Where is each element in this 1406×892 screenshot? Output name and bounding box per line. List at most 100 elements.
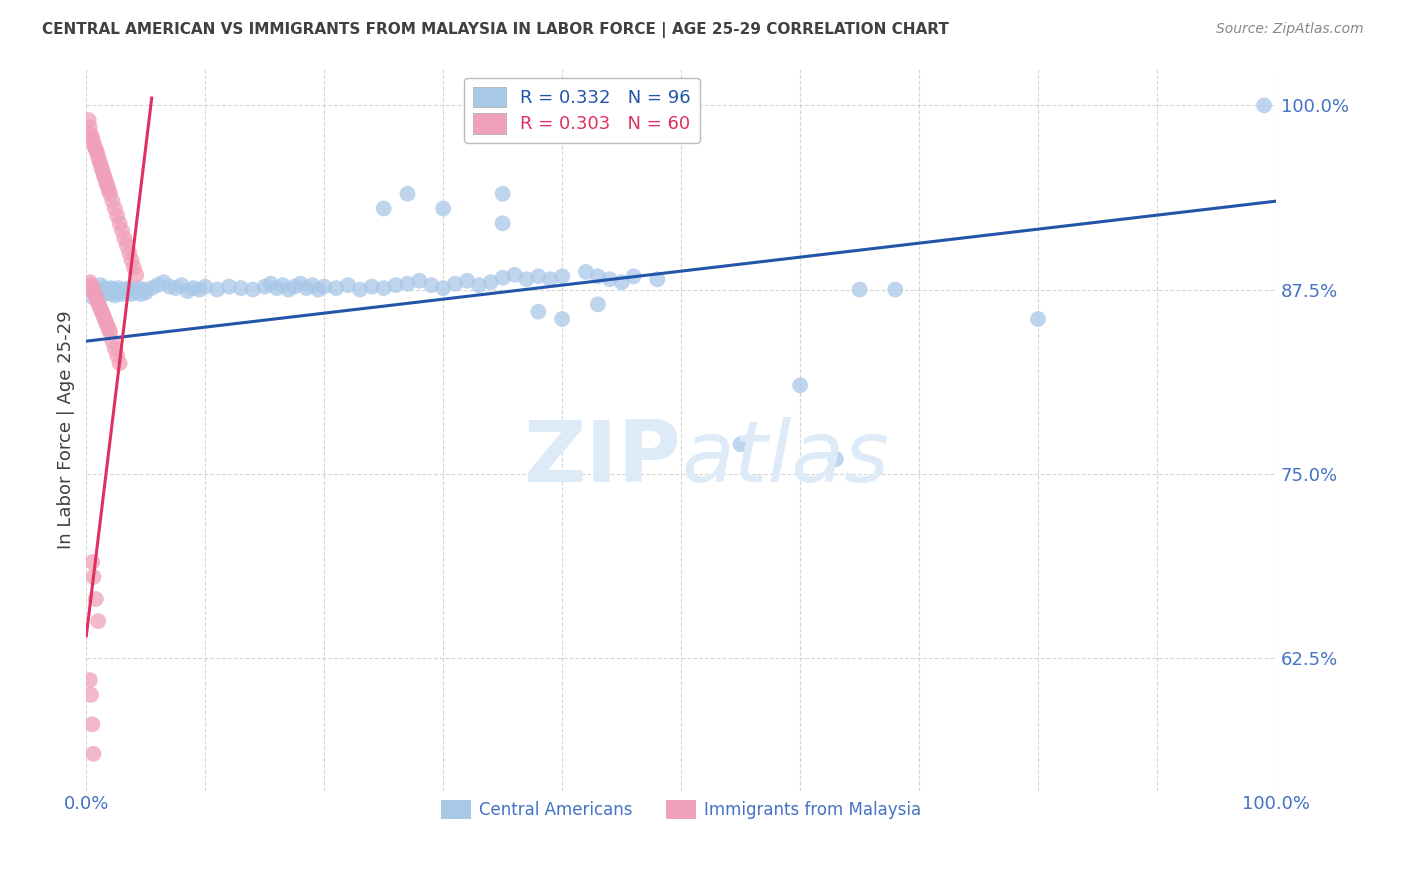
Point	[83, 287, 105, 301]
Point	[647, 272, 669, 286]
Point	[188, 283, 211, 297]
Point	[107, 281, 129, 295]
Point	[128, 281, 150, 295]
Point	[101, 334, 124, 348]
Text: atlas: atlas	[681, 417, 889, 500]
Point	[89, 299, 111, 313]
Point	[283, 279, 305, 293]
Point	[97, 322, 120, 336]
Point	[112, 231, 135, 245]
Point	[80, 128, 103, 142]
Point	[97, 184, 120, 198]
Point	[135, 285, 157, 300]
Point	[96, 317, 118, 331]
Point	[87, 287, 110, 301]
Text: CENTRAL AMERICAN VS IMMIGRANTS FROM MALAYSIA IN LABOR FORCE | AGE 25-29 CORRELAT: CENTRAL AMERICAN VS IMMIGRANTS FROM MALA…	[42, 22, 949, 38]
Point	[97, 179, 120, 194]
Point	[104, 288, 127, 302]
Point	[121, 287, 143, 301]
Point	[100, 281, 122, 295]
Point	[97, 284, 120, 298]
Point	[456, 274, 478, 288]
Point	[730, 437, 752, 451]
Point	[83, 139, 105, 153]
Point	[104, 202, 127, 216]
Point	[82, 130, 104, 145]
Point	[104, 342, 127, 356]
Point	[599, 272, 621, 286]
Point	[84, 290, 107, 304]
Point	[79, 120, 101, 135]
Point	[623, 269, 645, 284]
Point	[183, 281, 205, 295]
Point	[98, 186, 121, 201]
Point	[96, 177, 118, 191]
Point	[98, 326, 121, 340]
Point	[538, 272, 561, 286]
Point	[98, 285, 121, 300]
Point	[91, 308, 114, 322]
Point	[80, 688, 103, 702]
Point	[79, 673, 101, 687]
Point	[420, 278, 443, 293]
Point	[79, 275, 101, 289]
Point	[349, 283, 371, 297]
Point	[97, 319, 120, 334]
Point	[105, 349, 128, 363]
Point	[165, 281, 187, 295]
Point	[373, 281, 395, 295]
Point	[111, 224, 134, 238]
Point	[108, 216, 131, 230]
Point	[105, 285, 128, 300]
Point	[432, 202, 454, 216]
Point	[253, 279, 276, 293]
Point	[94, 287, 117, 301]
Point	[90, 278, 112, 293]
Point	[205, 283, 228, 297]
Point	[101, 287, 124, 301]
Point	[884, 283, 907, 297]
Point	[295, 281, 318, 295]
Point	[218, 279, 240, 293]
Point	[90, 161, 112, 176]
Point	[93, 169, 115, 183]
Point	[146, 278, 169, 293]
Point	[77, 113, 100, 128]
Text: ZIP: ZIP	[523, 417, 681, 500]
Point	[118, 245, 141, 260]
Point	[360, 279, 382, 293]
Point	[314, 279, 336, 293]
Point	[84, 143, 107, 157]
Point	[122, 283, 145, 297]
Point	[84, 283, 107, 297]
Point	[90, 301, 112, 316]
Text: Source: ZipAtlas.com: Source: ZipAtlas.com	[1216, 22, 1364, 37]
Point	[301, 278, 323, 293]
Point	[260, 277, 283, 291]
Point	[82, 135, 104, 149]
Point	[90, 304, 112, 318]
Point	[87, 295, 110, 310]
Point	[503, 268, 526, 282]
Point	[122, 260, 145, 275]
Point	[132, 283, 155, 297]
Point	[432, 281, 454, 295]
Point	[290, 277, 312, 291]
Point	[112, 283, 135, 297]
Point	[848, 283, 870, 297]
Point	[80, 278, 103, 293]
Point	[408, 274, 430, 288]
Point	[337, 278, 360, 293]
Point	[242, 283, 264, 297]
Point	[551, 312, 574, 326]
Point	[194, 279, 217, 293]
Point	[115, 285, 138, 300]
Point	[551, 269, 574, 284]
Point	[575, 265, 598, 279]
Point	[492, 270, 515, 285]
Point	[468, 278, 491, 293]
Point	[86, 293, 108, 307]
Point	[90, 157, 112, 171]
Point	[384, 278, 406, 293]
Point	[1026, 312, 1049, 326]
